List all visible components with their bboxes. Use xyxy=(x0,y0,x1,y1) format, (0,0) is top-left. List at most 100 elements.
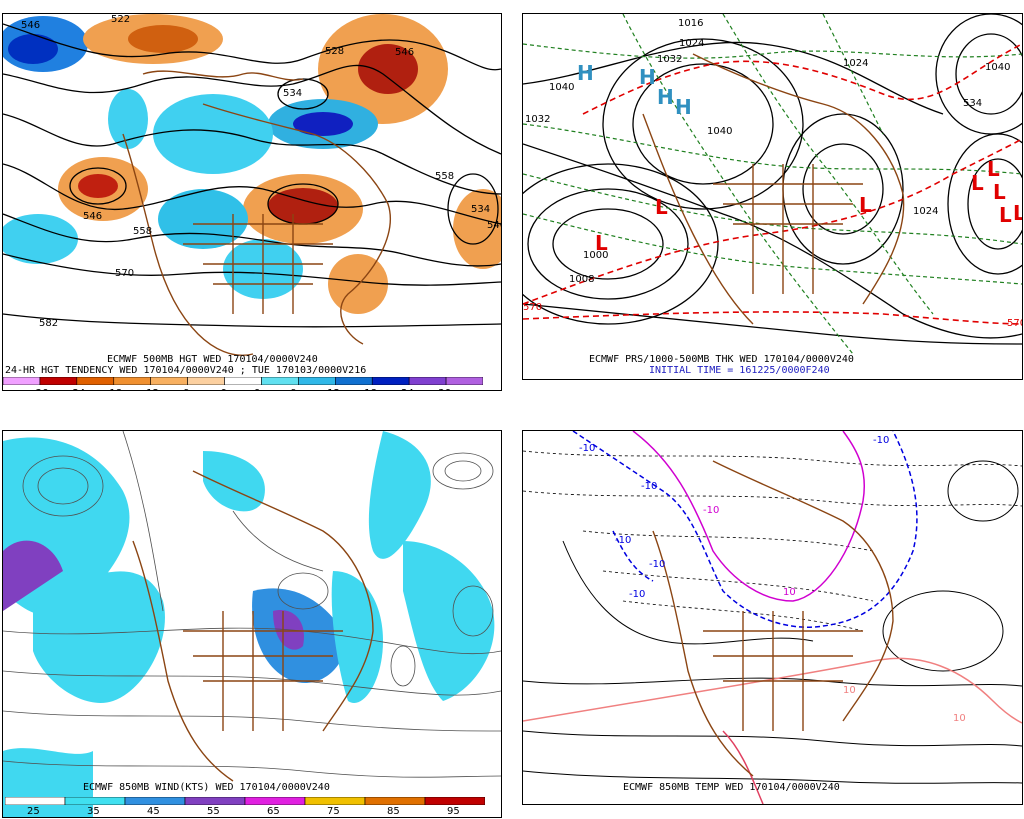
temp-contour xyxy=(947,460,1019,522)
scale-swatch xyxy=(335,377,373,385)
streamline xyxy=(277,572,329,610)
coastline xyxy=(652,530,754,777)
scale-swatch xyxy=(184,797,246,805)
wind-blob xyxy=(331,571,383,703)
scale-swatch xyxy=(5,797,66,805)
tl-contour-labels: 546 522 528 558 582 570 546 558 546 534 … xyxy=(21,14,501,329)
coastline xyxy=(692,53,905,305)
contour-label: 582 xyxy=(39,318,58,329)
panel-500mb-height: 546 522 528 558 582 570 546 558 546 534 … xyxy=(2,13,502,391)
temp-contour xyxy=(523,730,1022,747)
streamline xyxy=(3,710,501,732)
scale-swatch xyxy=(244,797,306,805)
scale-swatch xyxy=(224,377,262,385)
coastline xyxy=(132,540,234,782)
coastline xyxy=(142,70,304,81)
contour-label: 1024 xyxy=(913,206,938,217)
contour-label: 546 xyxy=(395,47,414,58)
scale-label: 12 xyxy=(327,388,340,390)
contour-label: -10 xyxy=(703,505,719,516)
tendency-blob xyxy=(78,174,118,198)
low-marker: L xyxy=(971,171,984,195)
low-marker: L xyxy=(595,231,608,255)
height-contour xyxy=(3,253,501,286)
contour-label: 1032 xyxy=(657,54,682,65)
contour-label: 1016 xyxy=(678,18,703,29)
bl-title: ECMWF 850MB WIND(KTS) WED 170104/0000V24… xyxy=(83,782,330,793)
isobar xyxy=(523,41,944,115)
thickness-contour xyxy=(622,14,854,355)
coastline xyxy=(122,133,254,356)
bl-color-scale xyxy=(5,797,485,805)
streamline xyxy=(444,460,482,482)
scale-swatch xyxy=(424,797,485,805)
contour-label: 570 xyxy=(1007,318,1022,329)
contour-label: 546 xyxy=(487,220,501,231)
scale-label: 18 xyxy=(364,388,377,390)
height-contour xyxy=(3,23,501,71)
contour-label: 1024 xyxy=(679,38,704,49)
map-pressure-thickness: L L L L L L L L H H H H 1016 1024 1032 1… xyxy=(523,14,1022,355)
contour-label: 10 xyxy=(843,685,856,696)
map-850mb-wind xyxy=(3,431,501,817)
isobar xyxy=(632,63,774,185)
isobar xyxy=(947,133,1022,275)
tendency-blob xyxy=(158,189,248,249)
tr-contour-labels: 1016 1024 1032 1040 1040 1024 1040 1032 … xyxy=(523,18,1022,329)
contour-label: 1040 xyxy=(985,62,1010,73)
scale-label: -24 xyxy=(69,388,85,390)
thickness-contour-red xyxy=(582,43,1022,115)
scale-swatch xyxy=(187,377,225,385)
height-contour xyxy=(3,313,501,328)
low-marker: L xyxy=(999,203,1012,227)
contour-label: 522 xyxy=(111,14,130,25)
temp-contour xyxy=(602,570,874,602)
temp-contour-blue xyxy=(612,530,654,582)
tl-color-scale xyxy=(3,377,483,385)
thickness-contour xyxy=(722,14,934,315)
low-marker: L xyxy=(993,180,1006,204)
wind-blob xyxy=(3,540,63,611)
streamline xyxy=(452,585,494,637)
low-marker: L xyxy=(655,195,668,219)
isobar xyxy=(967,158,1022,250)
scale-label: 36 xyxy=(438,388,451,390)
high-markers: H H H H xyxy=(577,61,692,119)
contour-label: 1000 xyxy=(583,250,608,261)
streamline xyxy=(432,452,494,490)
temp-contour xyxy=(523,677,1022,687)
isobar xyxy=(935,14,1022,135)
contour-label: -10 xyxy=(629,589,645,600)
height-contour xyxy=(69,167,127,205)
height-contour xyxy=(3,213,501,267)
streamline xyxy=(122,431,164,612)
scale-label: 6 xyxy=(253,388,259,390)
isobar xyxy=(527,188,689,300)
temp-contour xyxy=(562,540,814,645)
isobar xyxy=(523,303,1022,345)
streamline xyxy=(232,510,324,572)
contour-label: 534 xyxy=(283,88,302,99)
thickness-contour xyxy=(523,43,1022,59)
scale-swatch xyxy=(445,377,483,385)
isobar xyxy=(802,143,884,235)
thickness-contour xyxy=(523,213,1022,285)
map-850mb-temp: -10 -10 -10 -10 -10 -10 10 10 10 -10 xyxy=(523,431,1022,804)
scale-swatch xyxy=(371,377,410,385)
coastline xyxy=(642,113,754,325)
scale-label: 75 xyxy=(327,806,340,817)
scale-label: 65 xyxy=(267,806,280,817)
contour-label: -10 xyxy=(649,559,665,570)
isobar xyxy=(602,38,804,210)
scale-swatch xyxy=(113,377,151,385)
temp-contour-pink xyxy=(722,730,764,804)
tr-title: ECMWF PRS/1000-500MB THK WED 170104/0000… xyxy=(589,354,854,365)
scale-swatch xyxy=(76,377,115,385)
wind-blob xyxy=(368,431,431,559)
height-contour xyxy=(3,113,501,195)
scale-swatch xyxy=(304,797,366,805)
tendency-blob xyxy=(293,112,353,136)
coastline xyxy=(703,611,863,731)
temp-contour-blue xyxy=(572,431,918,628)
wind-blob xyxy=(3,748,93,817)
